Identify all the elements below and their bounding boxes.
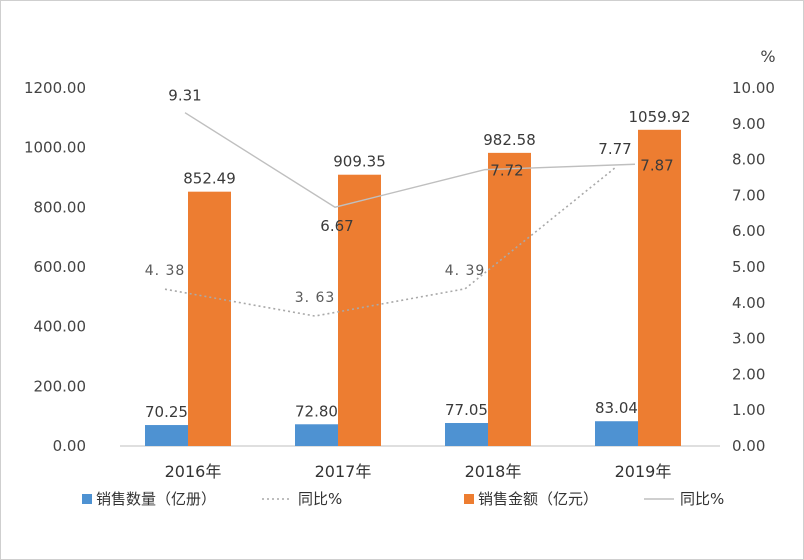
- right-axis-tick-label: 6.00: [732, 222, 765, 240]
- bar-quantity-label: 72.80: [295, 402, 338, 420]
- bar-amount-label: 982.58: [483, 131, 536, 149]
- line-yoy-dotted-label: 7.77: [598, 140, 631, 158]
- lines-group: [164, 112, 636, 317]
- legend-swatch: [82, 494, 92, 504]
- line-yoy-solid-label: 6.67: [320, 217, 353, 235]
- category-labels: 2016年 2017年 2018年 2019年: [165, 462, 672, 481]
- line-yoy-solid: [184, 112, 636, 208]
- right-axis-tick-label: 0.00: [732, 437, 765, 455]
- left-axis-tick-label: 1200.00: [24, 79, 86, 97]
- left-axis-tick-label: 1000.00: [24, 139, 86, 157]
- category-label: 2017年: [315, 462, 372, 481]
- right-axis-tick-label: 2.00: [732, 365, 765, 383]
- line-yoy-dotted: [164, 167, 616, 317]
- left-axis-tick-label: 800.00: [34, 198, 87, 216]
- bar-amount-label: 852.49: [183, 170, 236, 188]
- left-axis-tick-label: 400.00: [34, 318, 87, 336]
- data-labels: 70.25 72.80 77.05 83.04 852.49 909.35 982.58 10…: [145, 87, 691, 421]
- line-yoy-solid-label: 9.31: [168, 87, 201, 105]
- legend-swatch: [464, 494, 474, 504]
- left-axis-tick-label: 600.00: [34, 258, 87, 276]
- right-axis-tick-label: 4.00: [732, 294, 765, 312]
- right-axis-tick-label: 1.00: [732, 401, 765, 419]
- bar-quantity-label: 83.04: [595, 399, 638, 417]
- bar-quantity-label: 77.05: [445, 401, 488, 419]
- bar-amount: [188, 191, 231, 446]
- bar-amount: [488, 152, 531, 446]
- bar-amount: [638, 129, 681, 446]
- line-yoy-solid-label: 7.87: [640, 156, 673, 174]
- line-yoy-solid-label: 7.72: [490, 162, 523, 180]
- line-yoy-dotted-label: 4. 38: [145, 263, 186, 279]
- category-label: 2019年: [615, 462, 672, 481]
- right-axis: 0.00 1.00 2.00 3.00 4.00 5.00 6.00 7.00 8.00 9.00…: [732, 79, 775, 455]
- right-axis-tick-label: 3.00: [732, 330, 765, 348]
- legend-label: 销售金额（亿元）: [478, 490, 598, 508]
- bar-amount: [338, 174, 381, 447]
- bar-quantity: [445, 423, 488, 446]
- right-axis-tick-label: 10.00: [732, 79, 775, 97]
- bar-quantity: [145, 425, 188, 446]
- bar-quantity: [595, 421, 638, 446]
- category-label: 2016年: [165, 462, 222, 481]
- category-label: 2018年: [465, 462, 522, 481]
- line-yoy-dotted-label: 3. 63: [295, 290, 336, 306]
- bars-group: [145, 129, 681, 447]
- right-axis-unit-label: %: [760, 47, 775, 66]
- legend-label: 销售数量（亿册）: [96, 490, 216, 508]
- bar-amount-label: 1059.92: [628, 108, 690, 126]
- bar-amount-label: 909.35: [333, 153, 386, 171]
- legend-label: 同比%: [680, 490, 724, 508]
- left-axis-tick-label: 200.00: [34, 377, 87, 395]
- right-axis-tick-label: 5.00: [732, 258, 765, 276]
- legend: 销售数量（亿册） 同比% 销售金额（亿元） 同比%: [82, 490, 724, 508]
- line-yoy-dotted-label: 4. 39: [445, 263, 486, 279]
- left-axis-tick-label: 0.00: [53, 437, 86, 455]
- bar-quantity: [295, 424, 338, 446]
- bar-quantity-label: 70.25: [145, 403, 188, 421]
- legend-label: 同比%: [298, 490, 342, 508]
- right-axis-tick-label: 9.00: [732, 115, 765, 133]
- right-axis-tick-label: 7.00: [732, 186, 765, 204]
- left-axis: 0.00 200.00 400.00 600.00 800.00 1000.00 1200.…: [24, 79, 86, 455]
- right-axis-tick-label: 8.00: [732, 151, 765, 169]
